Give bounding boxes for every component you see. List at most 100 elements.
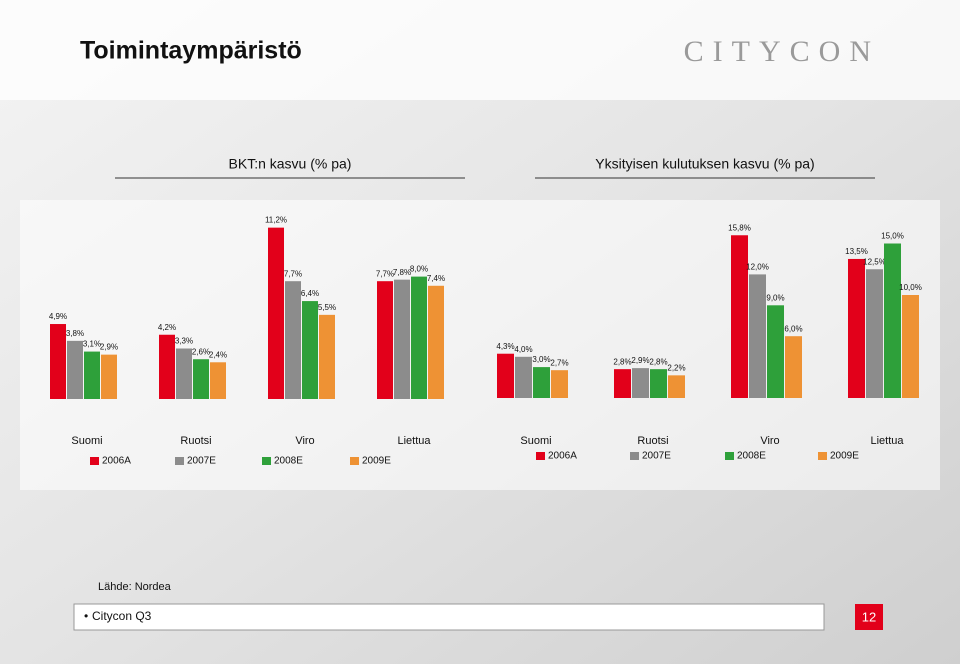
bar	[902, 295, 919, 398]
bar	[319, 314, 335, 399]
value-label: 6,0%	[784, 324, 802, 333]
value-label: 3,1%	[83, 340, 101, 349]
value-label: 2,8%	[649, 357, 667, 366]
legend-label: 2007E	[187, 456, 216, 467]
bar	[551, 370, 568, 398]
bar	[101, 354, 117, 399]
value-label: 7,7%	[376, 269, 394, 278]
value-label: 4,9%	[49, 312, 67, 321]
value-label: 13,5%	[845, 247, 868, 256]
bar	[210, 362, 226, 399]
legend-label: 2006A	[102, 456, 131, 467]
value-label: 5,5%	[318, 303, 336, 312]
legend-label: 2009E	[362, 456, 391, 467]
bar	[884, 243, 901, 398]
bar	[193, 359, 209, 399]
bar	[866, 269, 883, 398]
bar	[767, 305, 784, 398]
legend-swatch	[262, 457, 271, 465]
value-label: 4,2%	[158, 323, 176, 332]
value-label: 7,8%	[393, 268, 411, 277]
category-label: Ruotsi	[637, 435, 668, 447]
value-label: 12,0%	[746, 263, 769, 272]
category-label: Viro	[295, 435, 314, 447]
bar	[268, 227, 284, 399]
bar	[394, 279, 410, 399]
value-label: 2,2%	[667, 363, 685, 372]
value-label: 2,9%	[631, 356, 649, 365]
bar	[533, 367, 550, 398]
value-label: 4,0%	[514, 345, 532, 354]
legend-label: 2006A	[548, 451, 577, 462]
footer-bar	[73, 603, 825, 631]
bar	[428, 285, 444, 399]
value-label: 2,7%	[550, 358, 568, 367]
chart-title: BKT:n kasvu (% pa)	[229, 156, 352, 172]
bar	[632, 368, 649, 398]
value-label: 11,2%	[265, 216, 287, 225]
legend-label: 2008E	[737, 451, 766, 462]
value-label: 2,6%	[192, 347, 210, 356]
bar	[377, 281, 393, 399]
value-label: 10,0%	[899, 283, 922, 292]
page-number: 12	[862, 609, 876, 624]
legend-swatch	[818, 452, 827, 460]
bar	[67, 340, 83, 399]
value-label: 2,4%	[209, 350, 227, 359]
legend-label: 2009E	[830, 451, 859, 462]
value-label: 7,4%	[427, 274, 445, 283]
legend-swatch	[90, 457, 99, 465]
value-label: 4,3%	[496, 342, 514, 351]
bar	[285, 281, 301, 399]
bar	[668, 375, 685, 398]
slide-title: Toimintaympäristö	[80, 37, 302, 65]
category-label: Suomi	[520, 435, 551, 447]
footer-text: Citycon Q3	[92, 609, 152, 623]
bar	[302, 301, 318, 399]
legend-swatch	[725, 452, 734, 460]
bar	[749, 274, 766, 398]
legend-label: 2007E	[642, 451, 671, 462]
bar	[650, 369, 667, 398]
category-label: Liettua	[397, 435, 431, 447]
bar	[497, 353, 514, 398]
value-label: 15,8%	[728, 223, 751, 232]
value-label: 2,9%	[100, 343, 118, 352]
value-label: 3,0%	[532, 355, 550, 364]
legend-swatch	[175, 457, 184, 465]
chart-title: Yksityisen kulutuksen kasvu (% pa)	[595, 156, 814, 172]
legend-label: 2008E	[274, 456, 303, 467]
bar	[176, 348, 192, 399]
legend-swatch	[350, 457, 359, 465]
header-band	[0, 0, 960, 100]
value-label: 12,5%	[863, 257, 886, 266]
logo: CITYCON	[684, 35, 880, 68]
value-label: 8,0%	[410, 265, 428, 274]
category-label: Ruotsi	[180, 435, 211, 447]
bar	[785, 336, 802, 398]
bar	[50, 324, 66, 399]
bar	[614, 369, 631, 398]
bar	[848, 258, 865, 398]
bar	[515, 356, 532, 398]
category-label: Viro	[760, 435, 779, 447]
value-label: 15,0%	[881, 232, 904, 241]
value-label: 7,7%	[284, 269, 302, 278]
value-label: 6,4%	[301, 289, 319, 298]
category-label: Suomi	[71, 435, 102, 447]
value-label: 9,0%	[766, 293, 784, 302]
legend-swatch	[630, 452, 639, 460]
value-label: 3,3%	[175, 337, 193, 346]
category-label: Liettua	[870, 435, 904, 447]
value-label: 3,8%	[66, 329, 84, 338]
footer-bullet: •	[84, 609, 88, 623]
value-label: 2,8%	[613, 357, 631, 366]
legend-swatch	[536, 452, 545, 460]
page-box	[855, 604, 883, 630]
bar	[159, 334, 175, 399]
bar	[411, 276, 427, 399]
bar	[731, 235, 748, 398]
bar	[84, 351, 100, 399]
